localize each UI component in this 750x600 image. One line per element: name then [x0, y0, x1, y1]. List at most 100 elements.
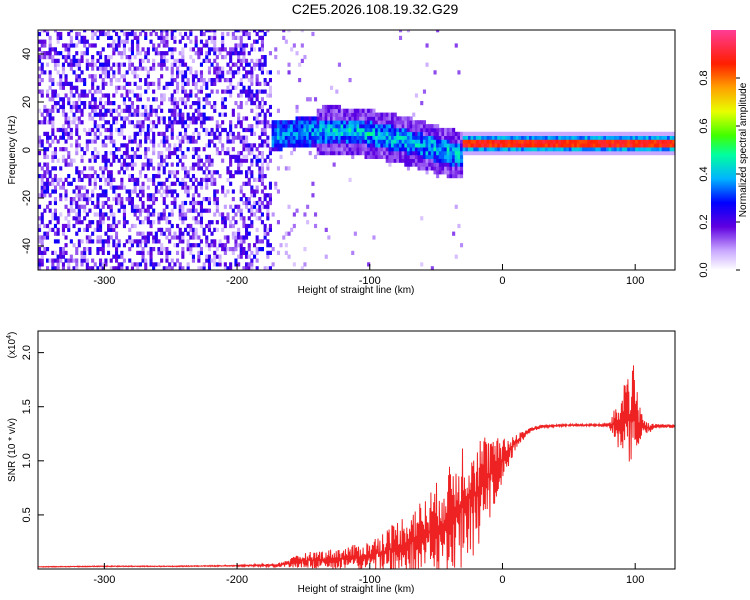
heatmap-cell [51, 227, 55, 232]
heatmap-cell [149, 177, 153, 182]
heatmap-cell [160, 247, 164, 252]
heatmap-cell [274, 135, 278, 140]
heatmap-cell [276, 70, 280, 75]
heatmap-cell [75, 151, 79, 156]
heatmap-cell [361, 139, 365, 144]
heatmap-cell [560, 143, 564, 148]
heatmap-cell [48, 181, 52, 186]
heatmap-cell [157, 143, 161, 148]
heatmap-cell [77, 108, 81, 113]
heatmap-cell [306, 143, 310, 148]
heatmap-cell [300, 135, 304, 140]
heatmap-cell [115, 193, 119, 198]
heatmap-cell [189, 243, 193, 248]
heatmap-cell [85, 58, 89, 63]
heatmap-cell [170, 30, 174, 33]
heatmap-cell [99, 124, 103, 129]
heatmap-cell [592, 131, 596, 136]
heatmap-cell [130, 139, 134, 144]
heatmap-cell [568, 139, 572, 144]
heatmap-cell [120, 131, 124, 136]
heatmap-cell [343, 151, 347, 156]
heatmap-cell [300, 131, 304, 136]
heatmap-cell [529, 131, 533, 136]
heatmap-cell [348, 135, 352, 140]
heatmap-cell [290, 131, 294, 136]
heatmap-cell [215, 74, 219, 79]
heatmap-cell [223, 193, 227, 198]
heatmap-cell [406, 147, 410, 152]
heatmap-cell [552, 131, 556, 136]
heatmap-cell [53, 223, 57, 229]
heatmap-cell [91, 93, 95, 98]
heatmap-cell [173, 243, 177, 248]
heatmap-cell [128, 197, 132, 202]
heatmap-cell [465, 135, 469, 140]
heatmap-cell [56, 254, 60, 259]
heatmap-cell [226, 212, 230, 217]
heatmap-cell [213, 108, 217, 113]
heatmap-cell [237, 55, 241, 60]
heatmap-cell [563, 131, 567, 136]
heatmap-cell [125, 81, 129, 86]
heatmap-cell [120, 85, 124, 90]
heatmap-cell [107, 204, 111, 209]
heatmap-cell [316, 139, 320, 144]
heatmap-cell [138, 120, 142, 125]
heatmap-cell [125, 31, 129, 37]
heatmap-cell [237, 154, 241, 159]
heatmap-cell [154, 231, 158, 236]
heatmap-cell [250, 89, 254, 94]
heatmap-cell [189, 89, 193, 94]
heatmap-cell [51, 262, 55, 267]
heatmap-cell [611, 143, 615, 148]
heatmap-cell [218, 70, 222, 75]
heatmap-cell [165, 30, 169, 33]
heatmap-cell [406, 139, 410, 144]
heatmap-cell [213, 31, 217, 37]
heatmap-cell [67, 227, 71, 232]
heatmap-cell [412, 135, 416, 140]
heatmap-cell [194, 189, 198, 194]
heatmap-cell [537, 147, 541, 152]
heatmap-cell [659, 131, 663, 136]
heatmap-cell [311, 124, 315, 129]
heatmap-cell [125, 239, 129, 244]
heatmap-cell [247, 85, 251, 90]
heatmap-cell [186, 262, 190, 267]
heatmap-cell [351, 143, 355, 148]
heatmap-cell [194, 177, 198, 182]
heatmap-cell [125, 70, 129, 75]
heatmap-cell [417, 162, 421, 167]
heatmap-cell [314, 127, 318, 133]
heatmap-cell [181, 247, 185, 252]
heatmap-cell [637, 143, 641, 148]
heatmap-cell [43, 235, 47, 240]
heatmap-cell [399, 127, 403, 133]
heatmap-cell [207, 220, 211, 225]
heatmap-cell [181, 58, 185, 63]
heatmap-cell [547, 151, 551, 156]
heatmap-cell [207, 223, 211, 229]
heatmap-cell [292, 139, 296, 144]
heatmap-cell [422, 89, 426, 94]
heatmap-cell [80, 89, 84, 94]
heatmap-cell [268, 93, 272, 98]
heatmap-cell [242, 220, 246, 225]
heatmap-cell [215, 189, 219, 194]
heatmap-cell [122, 78, 126, 83]
heatmap-cell [430, 166, 434, 171]
colorbar-tick-label: 0.6 [698, 118, 710, 133]
heatmap-cell [452, 131, 456, 136]
heatmap-cell [600, 147, 604, 152]
heatmap-cell [144, 66, 148, 71]
heatmap-cell [53, 250, 57, 255]
snr-series-line [38, 365, 675, 569]
heatmap-cell [271, 147, 275, 152]
heatmap-cell [186, 97, 190, 102]
heatmap-cell [324, 139, 328, 144]
heatmap-cell [404, 147, 408, 152]
heatmap-cell [322, 143, 326, 148]
heatmap-cell [136, 216, 140, 221]
heatmap-cell [56, 216, 60, 221]
